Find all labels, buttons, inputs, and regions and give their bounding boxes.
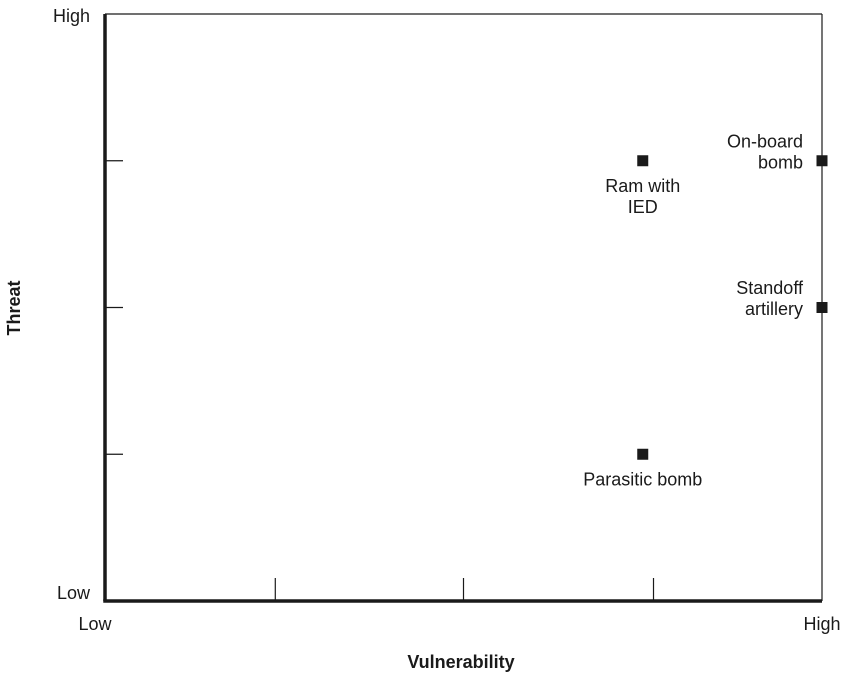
y-axis-ticks [105,160,123,455]
data-points: Ram with IED On-board bomb Standoff artillery… [583,131,828,489]
point-label-on-board-bomb: On-board bomb [727,131,803,172]
plot-frame [103,13,823,603]
point-marker-on-board-bomb [816,155,828,167]
x-tick-label-low: Low [78,614,112,634]
x-tick-label-high: High [803,614,840,634]
y-axis-title: Threat [4,280,24,335]
y-tick-label-low: Low [57,583,91,603]
point-label-standoff-artillery: Standoff artillery [736,278,804,319]
point-label-ram-with-ied: Ram with IED [605,176,680,217]
x-axis-ticks [274,578,655,601]
point-marker-ram-with-ied [637,155,649,167]
point-marker-standoff-artillery [816,302,828,313]
point-label-parasitic-bomb: Parasitic bomb [583,469,702,489]
point-marker-parasitic-bomb [637,448,649,460]
x-axis-title: Vulnerability [407,652,514,672]
y-tick-label-high: High [53,6,90,26]
